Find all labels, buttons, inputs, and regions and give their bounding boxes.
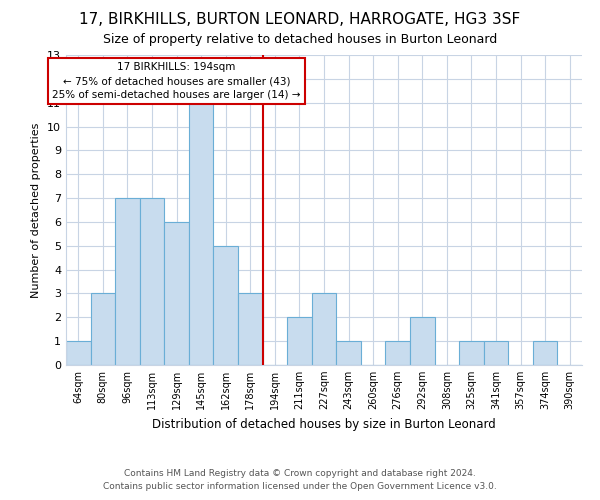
Bar: [459, 341, 484, 365]
Bar: [214, 246, 238, 365]
X-axis label: Distribution of detached houses by size in Burton Leonard: Distribution of detached houses by size …: [152, 418, 496, 430]
Text: Size of property relative to detached houses in Burton Leonard: Size of property relative to detached ho…: [103, 32, 497, 46]
Bar: [238, 294, 263, 365]
Bar: [287, 318, 312, 365]
Bar: [410, 318, 434, 365]
Bar: [385, 341, 410, 365]
Bar: [115, 198, 140, 365]
Bar: [336, 341, 361, 365]
Bar: [164, 222, 189, 365]
Bar: [140, 198, 164, 365]
Bar: [189, 102, 214, 365]
Text: 17 BIRKHILLS: 194sqm
← 75% of detached houses are smaller (43)
25% of semi-detac: 17 BIRKHILLS: 194sqm ← 75% of detached h…: [52, 62, 301, 100]
Bar: [533, 341, 557, 365]
Bar: [484, 341, 508, 365]
Bar: [66, 341, 91, 365]
Bar: [91, 294, 115, 365]
Text: Contains HM Land Registry data © Crown copyright and database right 2024.
Contai: Contains HM Land Registry data © Crown c…: [103, 469, 497, 491]
Text: 17, BIRKHILLS, BURTON LEONARD, HARROGATE, HG3 3SF: 17, BIRKHILLS, BURTON LEONARD, HARROGATE…: [79, 12, 521, 28]
Y-axis label: Number of detached properties: Number of detached properties: [31, 122, 41, 298]
Bar: [312, 294, 336, 365]
